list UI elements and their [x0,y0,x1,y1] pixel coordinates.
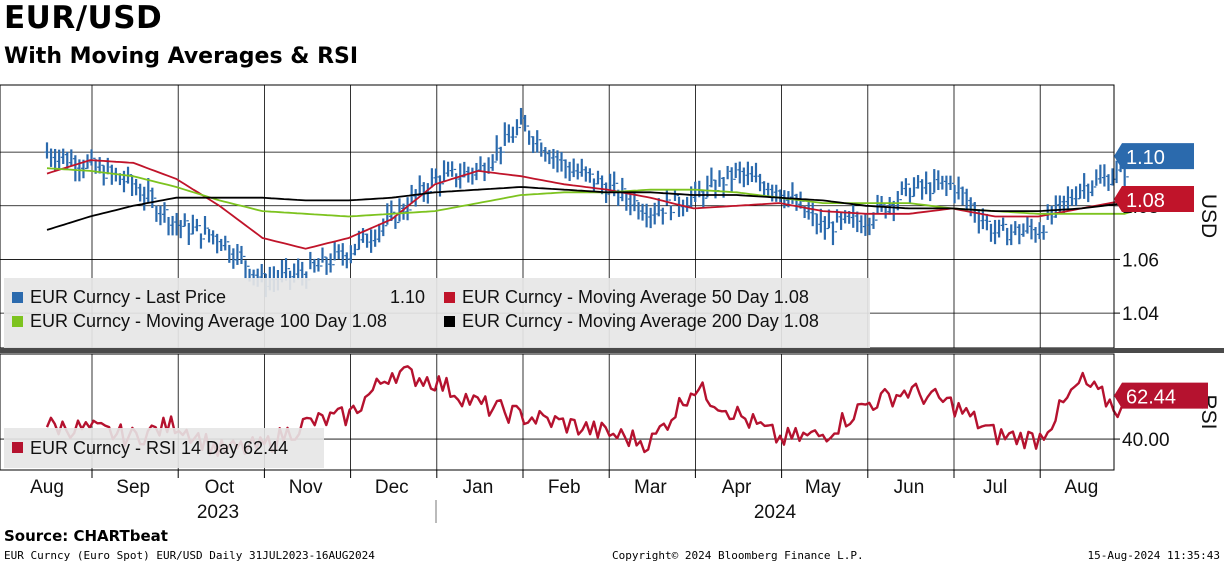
legend-swatch [12,442,23,453]
legend-label: EUR Curncy - Moving Average 200 Day 1.08 [462,311,819,331]
rsi-axis-label: 40.00 [1122,430,1170,451]
legend-label: EUR Curncy - Moving Average 100 Day 1.08 [30,311,387,331]
x-month-label: Apr [722,477,752,498]
x-month-label: Jan [463,477,494,498]
price-axis-label: 1.04 [1122,304,1159,325]
x-month-label: Dec [375,477,409,498]
price-legend-box [4,278,870,348]
rsi-callout-label: 62.44 [1126,387,1176,409]
x-month-label: Jun [894,477,925,498]
source-note: Source: CHARTbeat [4,527,168,545]
x-month-label: Mar [634,477,667,498]
price-axis-label: 1.06 [1122,250,1159,271]
legend-label: EUR Curncy - Moving Average 50 Day 1.08 [462,287,809,307]
price-callout [1114,143,1194,170]
x-month-label: Sep [116,477,150,498]
panel-divider [0,348,1224,353]
x-month-label: May [805,477,841,498]
rsi-callout [1114,382,1208,409]
chart-area: EUR Curncy - Last Price EUR Curncy - Movi… [0,84,1224,523]
price-callout-label: 1.08 [1126,190,1165,212]
x-month-label: Feb [548,477,581,498]
rsi-legend-box [4,428,324,468]
legend-last-price: 1.10 [390,287,425,307]
x-year-label: 2023 [197,502,239,523]
chart-title: EUR/USD [4,0,163,36]
chart-subtitle: With Moving Averages & RSI [4,44,359,69]
x-month-label: Jul [983,477,1007,498]
x-month-label: Aug [1064,477,1098,498]
legend-swatch [12,316,23,327]
legend-swatch [444,316,455,327]
legend-swatch [444,292,455,303]
x-month-label: Oct [205,477,235,498]
price-callout-label: 1.10 [1126,147,1165,169]
legend-label: EUR Curncy - Last Price [30,287,226,307]
x-month-label: Aug [30,477,64,498]
x-month-label: Nov [289,477,323,498]
price-axis-title: USD [1197,194,1220,238]
footer-copyright: Copyright© 2024 Bloomberg Finance L.P. [612,549,864,562]
price-callout [1114,186,1194,213]
footer-security: EUR Curncy (Euro Spot) EUR/USD Daily 31J… [4,549,375,562]
x-year-label: 2024 [754,502,797,523]
ma200-line [46,186,1134,231]
footer-timestamp: 15-Aug-2024 11:35:43 [1087,549,1220,562]
legend-swatch [12,292,23,303]
rsi-legend-label: EUR Curncy - RSI 14 Day 62.44 [30,438,288,458]
